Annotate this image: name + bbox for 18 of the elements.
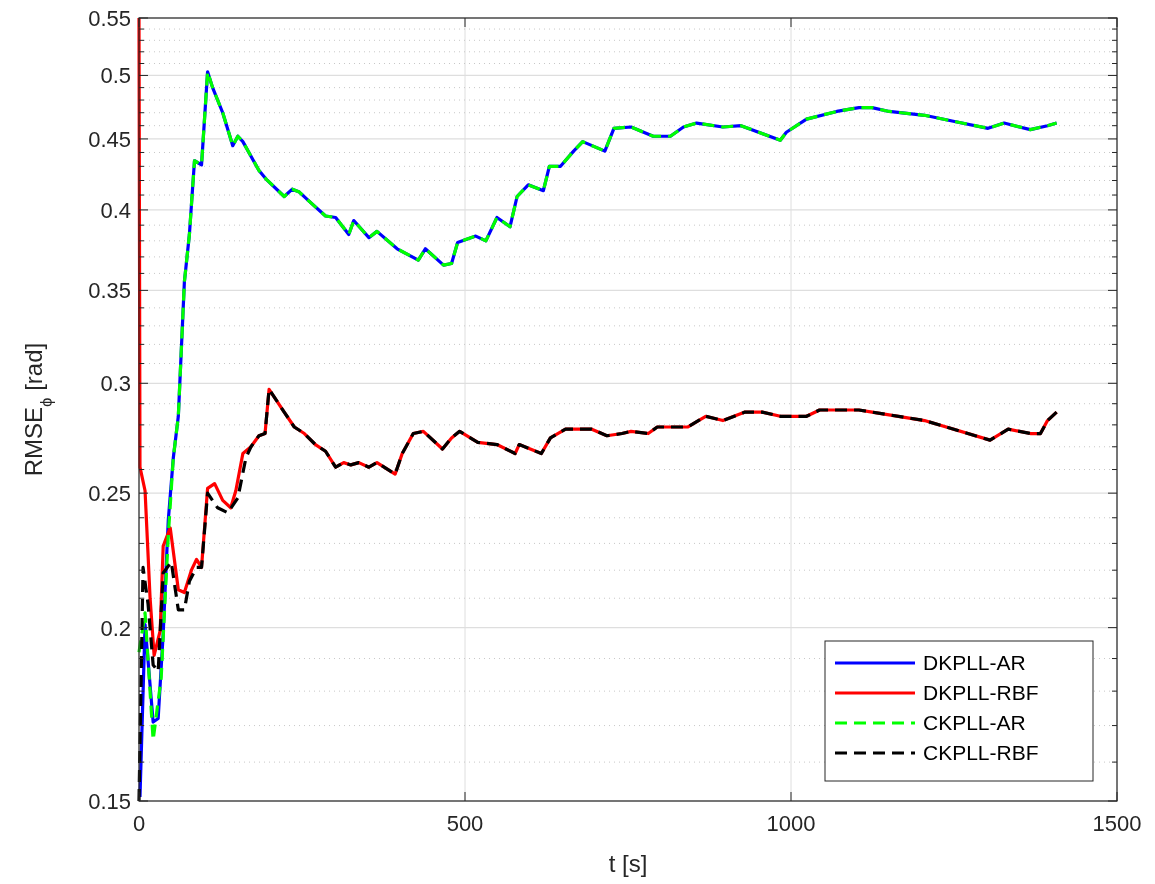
legend-label: CKPLL-AR xyxy=(923,711,1026,734)
x-tick-label: 1500 xyxy=(1092,811,1142,836)
y-tick-label: 0.15 xyxy=(88,789,131,814)
x-tick-label: 500 xyxy=(446,811,484,836)
y-tick-label: 0.4 xyxy=(100,197,131,223)
x-axis-title: t [s] xyxy=(608,850,648,877)
y-tick-label: 0.35 xyxy=(88,278,131,304)
legend-label: DKPLL-AR xyxy=(923,651,1026,674)
y-tick-label: 0.55 xyxy=(88,6,131,31)
y-tick-label: 0.2 xyxy=(100,615,131,641)
y-tick-label: 0.5 xyxy=(100,63,131,89)
legend-label: CKPLL-RBF xyxy=(923,741,1039,764)
y-tick-label: 0.45 xyxy=(88,126,131,152)
legend-label: DKPLL-RBF xyxy=(923,681,1039,704)
x-tick-label: 1000 xyxy=(766,811,816,836)
y-tick-label: 0.25 xyxy=(88,481,131,507)
x-tick-label: 0 xyxy=(132,811,146,836)
y-tick-label: 0.3 xyxy=(100,371,131,397)
